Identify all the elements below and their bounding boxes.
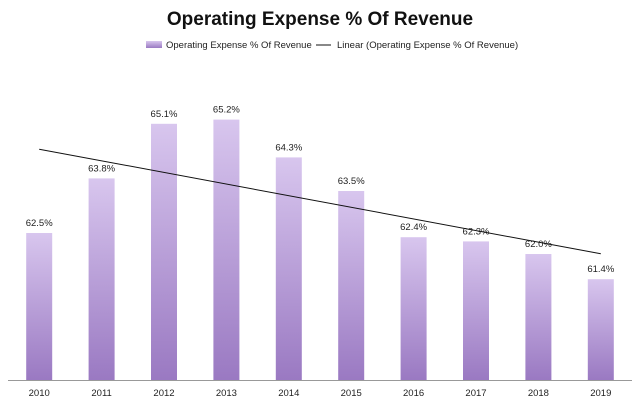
bar-2019 [587, 279, 614, 380]
legend-swatch-bars [146, 41, 162, 48]
bar-2012 [151, 123, 177, 381]
trendline [39, 148, 601, 255]
legend: Operating Expense % Of Revenue Linear (O… [146, 40, 518, 51]
bar-2014 [275, 157, 302, 380]
x-tick-2018: 2018 [528, 388, 549, 399]
data-label-2018: 62.0% [525, 239, 552, 250]
data-label-2017: 62.3% [463, 226, 490, 237]
data-label-2019: 61.4% [587, 264, 614, 275]
legend-label-bars: Operating Expense % Of Revenue [166, 40, 312, 51]
bars [26, 119, 614, 381]
x-tick-2019: 2019 [590, 388, 611, 399]
bar-2013 [213, 119, 240, 380]
chart-title: Operating Expense % Of Revenue [167, 9, 473, 30]
bar-2010 [26, 233, 53, 380]
x-tick-2017: 2017 [465, 388, 486, 399]
bar-2016 [400, 237, 427, 380]
bar-2011 [88, 178, 115, 380]
data-label-2016: 62.4% [400, 222, 427, 233]
x-tick-2012: 2012 [153, 388, 174, 399]
data-label-2012: 65.1% [151, 109, 178, 120]
bar-2018 [525, 254, 552, 380]
x-tick-2011: 2011 [91, 388, 111, 399]
data-label-2010: 62.5% [26, 218, 53, 229]
data-label-2014: 64.3% [275, 142, 302, 153]
x-tick-2016: 2016 [403, 388, 424, 399]
x-tick-2010: 2010 [29, 388, 50, 399]
bar-2017 [463, 241, 489, 380]
x-tick-2013: 2013 [216, 388, 237, 399]
legend-label-trendline: Linear (Operating Expense % Of Revenue) [337, 40, 518, 51]
data-label-2011: 63.8% [88, 163, 115, 174]
bar-2015 [338, 191, 365, 380]
data-labels: 62.5% 63.8% 65.1% 65.2% 64.3% 63.5% 62.4% 62.3%… [26, 105, 615, 276]
data-label-2015: 63.5% [338, 176, 365, 187]
x-tick-2014: 2014 [278, 388, 299, 399]
x-tick-2015: 2015 [341, 388, 362, 399]
data-label-2013: 65.2% [213, 105, 240, 116]
x-tick-labels: 2010 2011 2012 2013 2014 2015 2016 2017 2018 2019 [29, 388, 612, 399]
